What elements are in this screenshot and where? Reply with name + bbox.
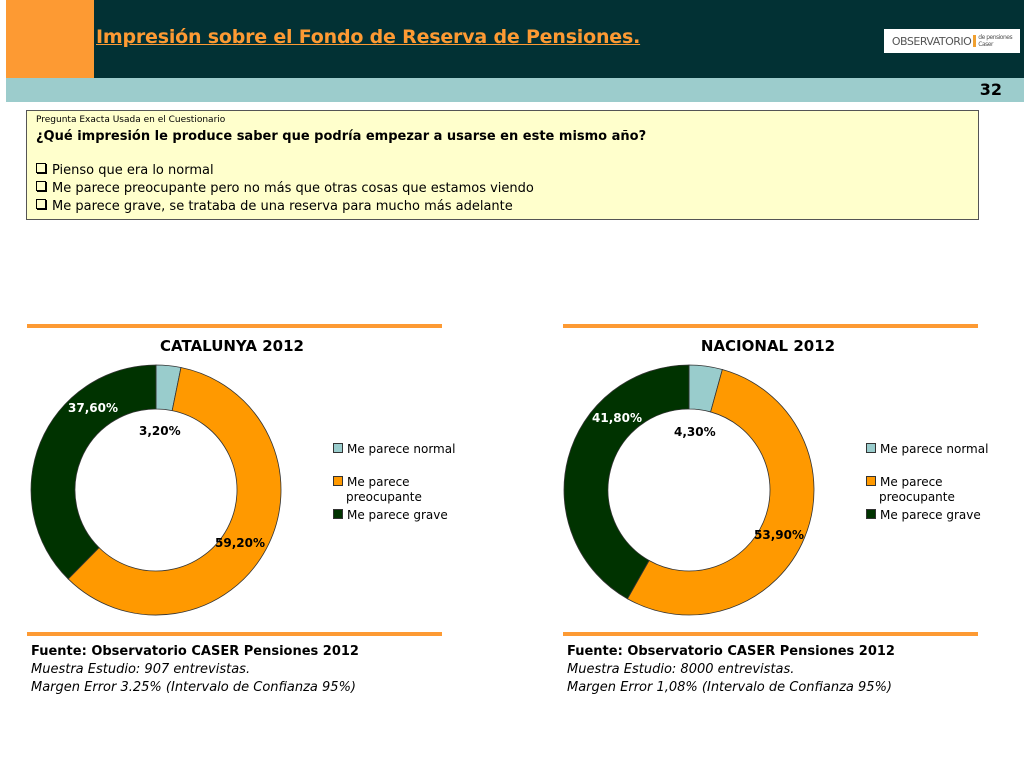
option-label: Me parece preocupante pero no más que ot… — [52, 181, 534, 196]
logo: OBSERVATORIO de pensiones Caser — [884, 29, 1020, 53]
data-label-grave: 37,60% — [68, 401, 118, 415]
page-number: 32 — [979, 80, 1002, 99]
divider — [563, 632, 978, 636]
checkbox-icon — [36, 163, 46, 173]
subheader-band — [6, 78, 1024, 102]
option-item: Me parece grave, se trataba de una reser… — [36, 199, 513, 214]
question-box: Pregunta Exacta Usada en el Cuestionario… — [26, 110, 979, 220]
donut-slice-preocupante — [67, 367, 282, 616]
legend: Me parece normal Me parece preocupante Me… — [866, 442, 988, 523]
option-item: Pienso que era lo normal — [36, 163, 214, 178]
sample-text: Muestra Estudio: 8000 entrevistas. — [567, 662, 795, 677]
data-label-grave: 41,80% — [592, 411, 642, 425]
header-bar — [6, 0, 1024, 78]
chart-title: CATALUNYA 2012 — [160, 337, 304, 355]
header-accent — [6, 0, 94, 78]
data-label-preocupante: 59,20% — [215, 536, 265, 550]
source-note: Fuente: Observatorio CASER Pensiones 201… — [567, 643, 895, 697]
margin-text: Margen Error 3.25% (Intervalo de Confian… — [31, 680, 356, 695]
source-text: Fuente: Observatorio CASER Pensiones 201… — [31, 644, 359, 659]
donut-slice-grave — [30, 364, 157, 580]
option-label: Me parece grave, se trataba de una reser… — [52, 199, 513, 214]
donut-chart-catalunya — [30, 364, 282, 616]
divider — [27, 632, 442, 636]
legend-item-normal: Me parece normal — [333, 442, 455, 457]
question-text: ¿Qué impresión le produce saber que podr… — [36, 129, 647, 144]
legend-item-normal: Me parece normal — [866, 442, 988, 457]
donut-slice-grave — [563, 364, 690, 600]
data-label-normal: 4,30% — [674, 425, 716, 439]
donut-chart-nacional — [563, 364, 815, 616]
sample-text: Muestra Estudio: 907 entrevistas. — [31, 662, 251, 677]
data-label-normal: 3,20% — [139, 424, 181, 438]
option-item: Me parece preocupante pero no más que ot… — [36, 181, 534, 196]
divider — [27, 324, 442, 328]
logo-text: OBSERVATORIO — [891, 34, 972, 48]
data-label-preocupante: 53,90% — [754, 528, 804, 542]
question-caption: Pregunta Exacta Usada en el Cuestionario — [36, 115, 226, 125]
source-note: Fuente: Observatorio CASER Pensiones 201… — [31, 643, 359, 697]
page-title: Impresión sobre el Fondo de Reserva de P… — [96, 26, 641, 48]
source-text: Fuente: Observatorio CASER Pensiones 201… — [567, 644, 895, 659]
legend-item-preocupante: Me parece preocupante — [333, 475, 455, 505]
checkbox-icon — [36, 199, 46, 209]
option-label: Pienso que era lo normal — [52, 163, 214, 178]
checkbox-icon — [36, 181, 46, 191]
legend-item-grave: Me parece grave — [866, 508, 988, 523]
legend-item-grave: Me parece grave — [333, 508, 455, 523]
legend: Me parece normal Me parece preocupante Me… — [333, 442, 455, 523]
chart-title: NACIONAL 2012 — [700, 337, 836, 355]
divider — [563, 324, 978, 328]
margin-text: Margen Error 1,08% (Intervalo de Confian… — [567, 680, 892, 695]
donut-slice-preocupante — [626, 369, 815, 616]
legend-item-preocupante: Me parece preocupante — [866, 475, 988, 505]
